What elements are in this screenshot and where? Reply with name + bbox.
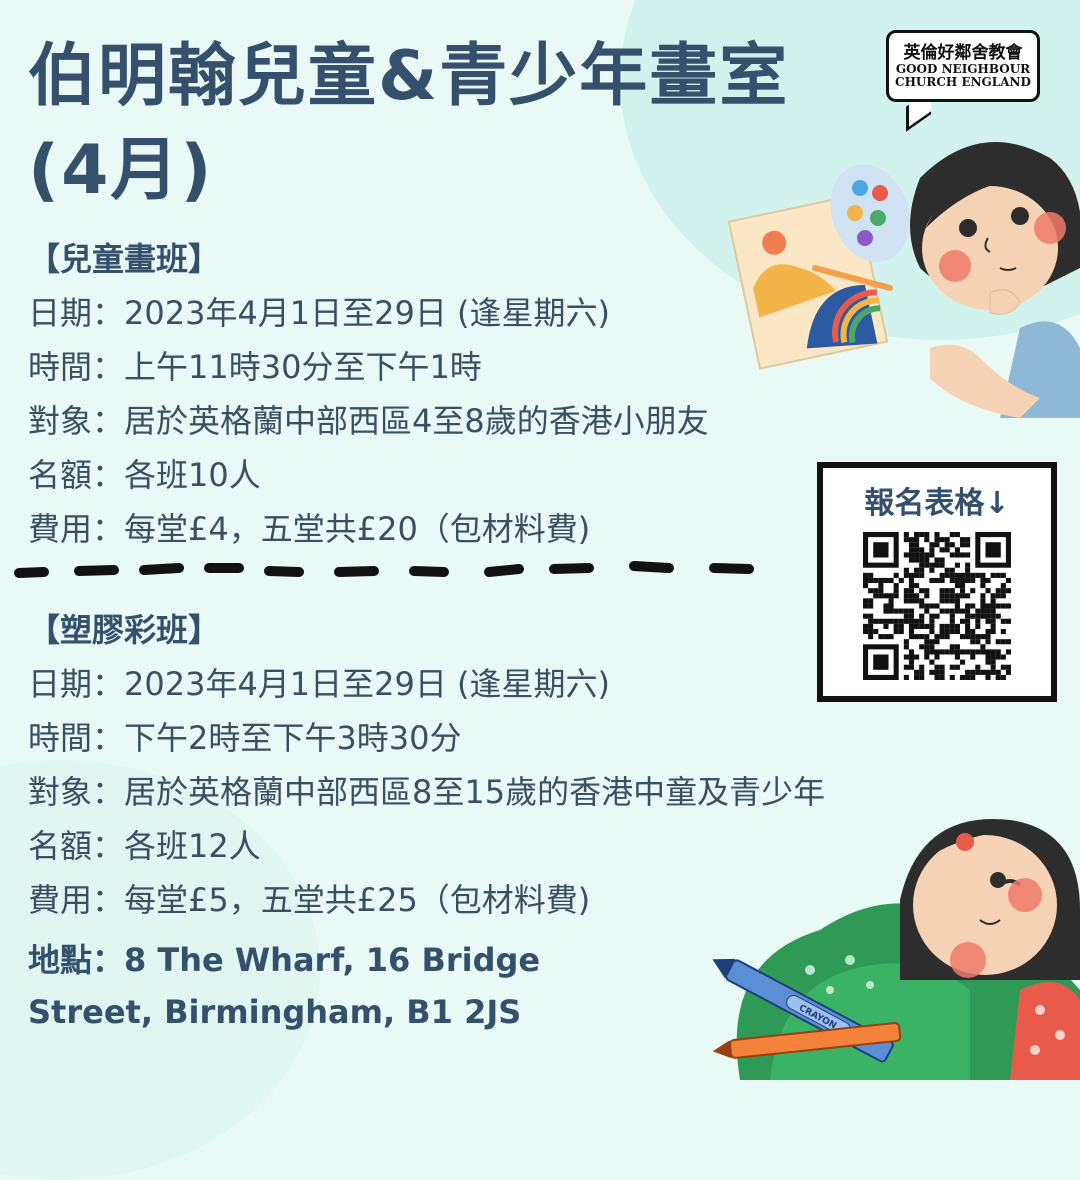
acrylic-time: 時間：下午2時至下午3時30分 [28,711,825,765]
acrylic-date: 日期：2023年4月1日至29日 (逢星期六) [28,657,825,711]
venue-line-1: 地點：8 The Wharf, 16 Bridge [28,934,648,986]
painting-class-heading: 【兒童畫班】 [28,232,709,286]
painting-date: 日期：2023年4月1日至29日 (逢星期六) [28,286,709,340]
dashed-divider [14,556,774,586]
painting-quota: 名額：各班10人 [28,448,709,502]
girl-crayon-illustration: CRAYON [700,800,1080,1080]
girl-painting-illustration [720,118,1080,418]
qr-code[interactable] [863,532,1011,680]
registration-qr-box[interactable]: 報名表格↓ [817,462,1057,702]
venue-address: 地點：8 The Wharf, 16 Bridge Street, Birmin… [28,934,648,1038]
painting-audience: 對象：居於英格蘭中部西區4至8歲的香港小朋友 [28,394,709,448]
venue-line-2: Street, Birmingham, B1 2JS [28,986,648,1038]
logo-chinese-text: 英倫好鄰舍教會 [889,38,1037,63]
painting-class-section: 【兒童畫班】 日期：2023年4月1日至29日 (逢星期六) 時間：上午11時3… [28,232,709,556]
acrylic-class-heading: 【塑膠彩班】 [28,603,825,657]
logo-english-line-2: CHURCH ENGLAND [889,76,1037,89]
painting-time: 時間：上午11時30分至下午1時 [28,340,709,394]
painting-fee: 費用：每堂£4，五堂共£20（包材料費) [28,502,709,556]
title-line-1: 伯明翰兒童&青少年畫室 [28,30,848,124]
registration-label: 報名表格↓ [823,478,1051,522]
church-logo: 英倫好鄰舍教會 GOOD NEIGHBOUR CHURCH ENGLAND [886,30,1040,102]
